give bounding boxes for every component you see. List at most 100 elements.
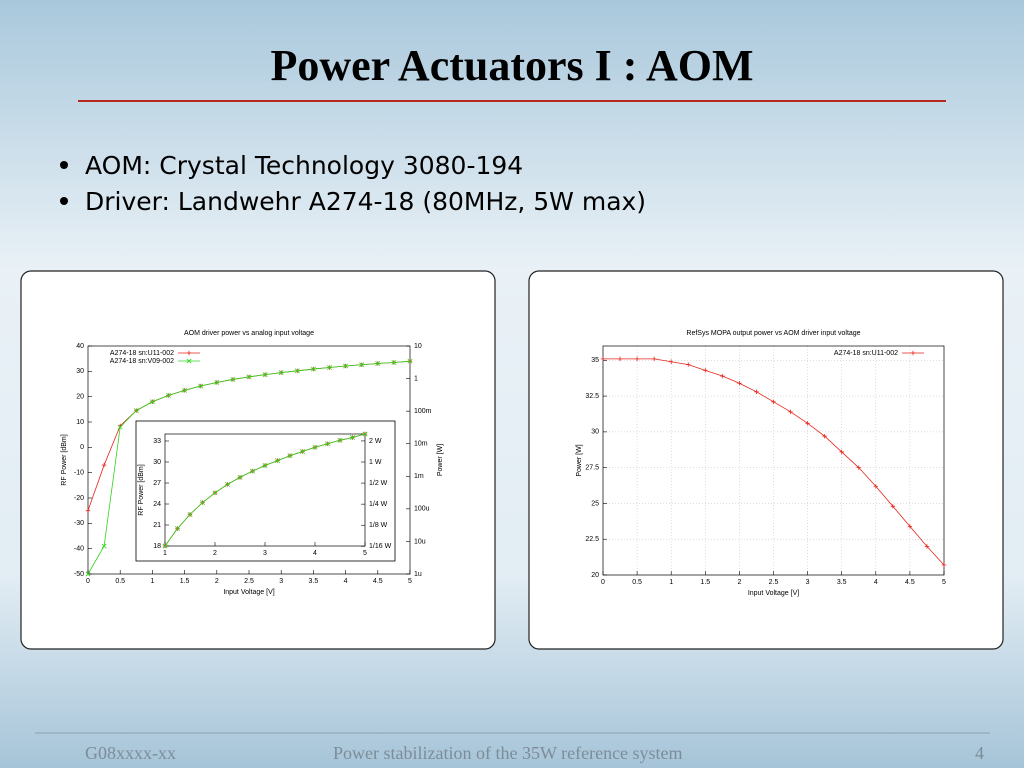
- x-tick-label: 4: [344, 578, 348, 585]
- data-point: [237, 474, 243, 480]
- bullet-text: Driver: Landwehr A274-18 (80MHz, 5W max): [85, 187, 646, 216]
- y2-tick-label: 1/16 W: [369, 543, 392, 550]
- x-tick-label: 5: [363, 550, 367, 557]
- data-point: [686, 362, 691, 367]
- x-tick-label: 1.5: [180, 578, 190, 585]
- x-axis-label: Input Voltage [V]: [223, 589, 274, 596]
- y-tick-label: 20: [76, 394, 84, 401]
- inset-frame: [135, 420, 396, 562]
- y-tick-label: 22.5: [585, 536, 599, 543]
- data-point: [720, 373, 725, 379]
- legend-marker: [910, 350, 916, 356]
- y-axis-label: RF Power [dBm]: [138, 464, 145, 515]
- data-point: [275, 458, 280, 464]
- data-point: [214, 379, 220, 385]
- y-tick-label: -10: [74, 470, 84, 477]
- y2-tick-label: 10m: [414, 441, 428, 448]
- x-tick-label: 2.5: [244, 578, 254, 585]
- data-point: [182, 387, 188, 393]
- x-tick-label: 0: [601, 579, 605, 586]
- footer-center: Power stabilization of the 35W reference…: [333, 743, 683, 763]
- data-point: [337, 437, 343, 443]
- y2-tick-label: 1: [414, 375, 418, 382]
- y-tick-label: 10: [76, 419, 84, 426]
- data-point: [343, 363, 349, 369]
- x-tick-label: 0.5: [115, 578, 125, 585]
- x-tick-label: 3: [806, 579, 810, 586]
- x-tick-label: 2.5: [769, 579, 779, 586]
- y-tick-label: 20: [591, 572, 599, 579]
- data-point: [839, 449, 844, 455]
- slide-title: Power Actuators I : AOM: [270, 41, 753, 90]
- y-tick-label: 30: [591, 429, 599, 436]
- y2-tick-label: 2 W: [369, 438, 382, 445]
- data-point: [407, 358, 413, 364]
- data-point: [362, 431, 368, 437]
- data-point: [166, 392, 171, 398]
- x-tick-label: 1.5: [700, 579, 710, 586]
- y-tick-label: 35: [591, 357, 599, 364]
- data-point: [287, 453, 293, 459]
- x-tick-label: 2: [215, 578, 219, 585]
- x-tick-label: 0.5: [632, 579, 642, 586]
- y-tick-label: 40: [76, 343, 84, 350]
- x-tick-label: 2: [737, 579, 741, 586]
- y-tick-label: 30: [76, 368, 84, 375]
- y-tick-label: 25: [591, 500, 599, 507]
- y-axis-label: RF Power [dBm]: [61, 434, 68, 485]
- data-point: [149, 399, 155, 405]
- data-point: [250, 468, 255, 474]
- bullet-dot: [60, 161, 68, 169]
- x-tick-label: 2: [213, 550, 217, 557]
- x-axis-label: Input Voltage [V]: [748, 590, 799, 597]
- data-point: [327, 365, 332, 371]
- bullet-text: AOM: Crystal Technology 3080-194: [85, 151, 523, 180]
- data-point: [941, 562, 947, 568]
- data-point: [312, 444, 318, 450]
- data-point: [117, 424, 123, 430]
- x-tick-label: 0: [86, 578, 90, 585]
- data-point: [890, 504, 896, 509]
- chart-panel: [528, 270, 1004, 650]
- y2-tick-label: 100u: [414, 506, 430, 513]
- data-point: [310, 366, 316, 372]
- legend-marker: [186, 350, 192, 356]
- y-tick-label: 27.5: [585, 465, 599, 472]
- data-point: [754, 389, 759, 394]
- data-point: [771, 399, 776, 405]
- data-point: [198, 383, 204, 389]
- x-tick-label: 4: [313, 550, 317, 557]
- y2-tick-label: 1/2 W: [369, 480, 388, 487]
- data-point: [262, 372, 268, 378]
- y-tick-label: -50: [74, 571, 84, 578]
- data-point: [669, 359, 674, 364]
- data-point: [294, 368, 300, 374]
- data-point: [230, 376, 236, 382]
- x-tick-label: 3: [279, 578, 283, 585]
- data-point: [350, 435, 355, 440]
- y-tick-label: 18: [153, 543, 161, 550]
- data-point: [225, 481, 230, 487]
- data-point: [175, 526, 180, 531]
- chart-title: AOM driver power vs analog input voltage: [184, 330, 314, 337]
- y-tick-label: 32.5: [585, 393, 599, 400]
- y-tick-label: 27: [153, 480, 161, 487]
- data-point: [359, 362, 365, 368]
- data-point: [246, 374, 252, 380]
- y2-tick-label: 1 W: [369, 459, 382, 466]
- legend-label: A274-18 sn:U11-002: [110, 350, 174, 357]
- legend-label: A274-18 sn:U11-002: [834, 350, 898, 357]
- x-tick-label: 4.5: [373, 578, 383, 585]
- data-point: [737, 381, 742, 386]
- footer-left: G08xxxx-xx: [85, 743, 176, 763]
- data-point: [85, 571, 91, 577]
- x-tick-label: 1: [163, 550, 167, 557]
- data-point: [788, 409, 793, 415]
- data-point: [325, 441, 330, 447]
- data-point: [101, 462, 107, 468]
- y-tick-label: 24: [153, 501, 161, 508]
- plot-frame: [602, 345, 945, 576]
- data-point: [907, 524, 913, 529]
- x-tick-label: 5: [408, 578, 412, 585]
